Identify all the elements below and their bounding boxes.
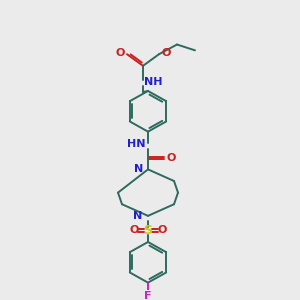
- Text: S: S: [143, 224, 152, 237]
- Text: O: O: [166, 153, 176, 163]
- Text: F: F: [144, 291, 152, 300]
- Text: N: N: [134, 211, 142, 221]
- Text: O: O: [115, 48, 125, 58]
- Text: N: N: [134, 164, 144, 174]
- Text: NH: NH: [144, 77, 162, 87]
- Text: HN: HN: [127, 139, 145, 149]
- Text: O: O: [161, 48, 171, 58]
- Text: O: O: [157, 225, 167, 236]
- Text: O: O: [129, 225, 139, 236]
